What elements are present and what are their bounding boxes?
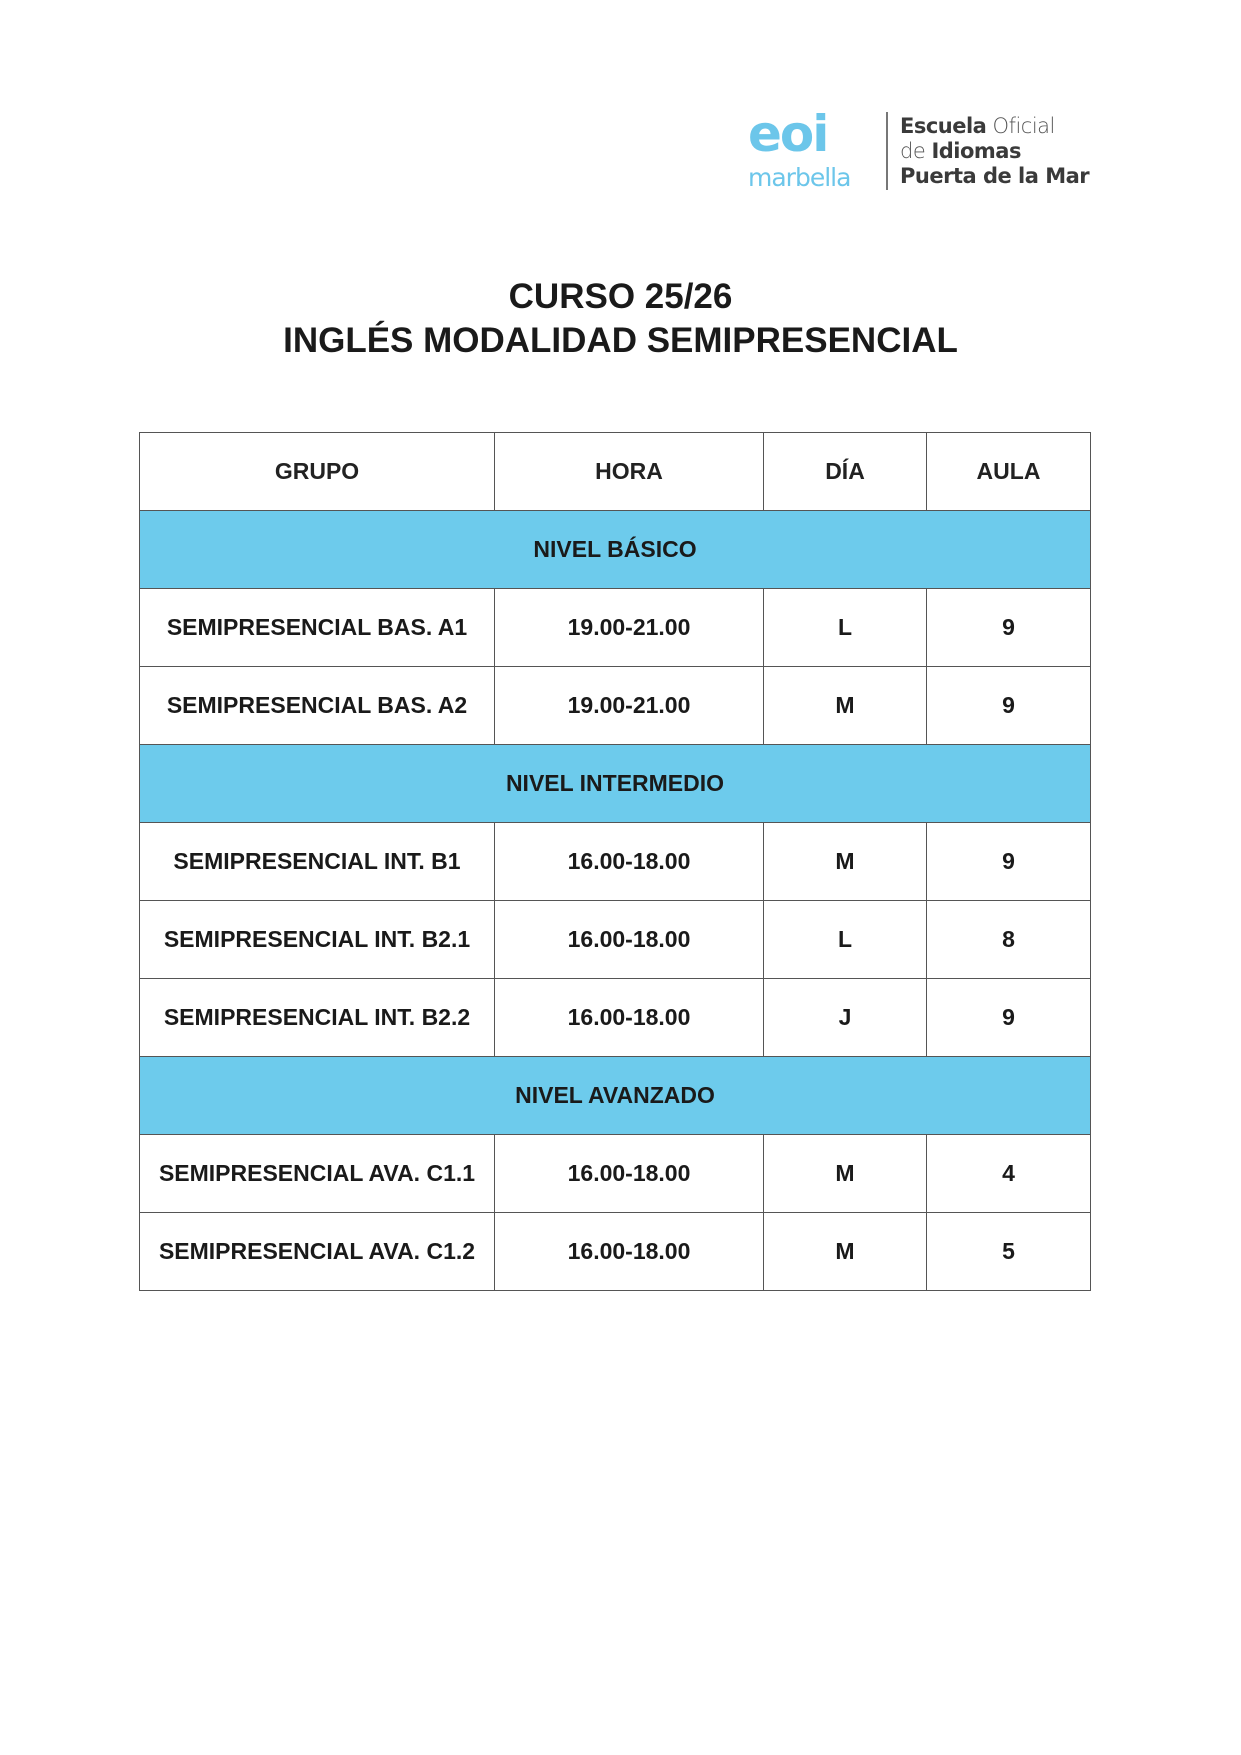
cell-aula: 9 xyxy=(926,822,1091,901)
cell-aula: 9 xyxy=(926,588,1091,667)
table-row: SEMIPRESENCIAL INT. B2.1 16.00-18.00 L 8 xyxy=(139,900,1091,979)
section-label: NIVEL BÁSICO xyxy=(139,510,1091,589)
cell-hora: 16.00-18.00 xyxy=(494,978,764,1057)
cell-hora: 19.00-21.00 xyxy=(494,588,764,667)
title-line-2: INGLÉS MODALIDAD SEMIPRESENCIAL xyxy=(283,321,958,360)
logo-mark: eoi xyxy=(748,108,828,160)
cell-aula: 9 xyxy=(926,666,1091,745)
header-grupo: GRUPO xyxy=(139,432,495,511)
cell-grupo: SEMIPRESENCIAL INT. B1 xyxy=(139,822,495,901)
cell-hora: 16.00-18.00 xyxy=(494,1212,764,1291)
cell-grupo: SEMIPRESENCIAL AVA. C1.1 xyxy=(139,1134,495,1213)
section-label: NIVEL INTERMEDIO xyxy=(139,744,1091,823)
school-logo: eoi marbella Escuela Oficial de Idiomas … xyxy=(748,108,1098,196)
table-row: SEMIPRESENCIAL AVA. C1.2 16.00-18.00 M 5 xyxy=(139,1212,1091,1291)
cell-dia: J xyxy=(763,978,927,1057)
title-line-1: CURSO 25/26 xyxy=(508,277,733,316)
logo-text-line-1: Escuela Oficial xyxy=(900,114,1055,138)
header-row: GRUPO HORA DÍA AULA xyxy=(139,432,1091,511)
header-dia: DÍA xyxy=(763,432,927,511)
schedule-table: GRUPO HORA DÍA AULA NIVEL BÁSICO SEMIPRES… xyxy=(139,432,1091,1291)
cell-grupo: SEMIPRESENCIAL BAS. A1 xyxy=(139,588,495,667)
cell-dia: M xyxy=(763,822,927,901)
cell-dia: L xyxy=(763,588,927,667)
logo-text-line-3: Puerta de la Mar xyxy=(900,164,1090,188)
cell-hora: 19.00-21.00 xyxy=(494,666,764,745)
section-label: NIVEL AVANZADO xyxy=(139,1056,1091,1135)
table-row: SEMIPRESENCIAL INT. B1 16.00-18.00 M 9 xyxy=(139,822,1091,901)
cell-dia: L xyxy=(763,900,927,979)
cell-dia: M xyxy=(763,1212,927,1291)
cell-hora: 16.00-18.00 xyxy=(494,822,764,901)
section-row: NIVEL AVANZADO xyxy=(139,1056,1091,1135)
cell-grupo: SEMIPRESENCIAL INT. B2.2 xyxy=(139,978,495,1057)
logo-divider xyxy=(886,112,888,190)
cell-aula: 4 xyxy=(926,1134,1091,1213)
page-title: CURSO 25/26 INGLÉS MODALIDAD SEMIPRESENC… xyxy=(0,275,1241,363)
table-row: SEMIPRESENCIAL BAS. A2 19.00-21.00 M 9 xyxy=(139,666,1091,745)
logo-subtitle: marbella xyxy=(748,163,851,192)
cell-grupo: SEMIPRESENCIAL INT. B2.1 xyxy=(139,900,495,979)
cell-grupo: SEMIPRESENCIAL AVA. C1.2 xyxy=(139,1212,495,1291)
section-row: NIVEL BÁSICO xyxy=(139,510,1091,589)
table-row: SEMIPRESENCIAL INT. B2.2 16.00-18.00 J 9 xyxy=(139,978,1091,1057)
cell-dia: M xyxy=(763,1134,927,1213)
cell-grupo: SEMIPRESENCIAL BAS. A2 xyxy=(139,666,495,745)
cell-hora: 16.00-18.00 xyxy=(494,1134,764,1213)
cell-dia: M xyxy=(763,666,927,745)
logo-text-line-2: de Idiomas xyxy=(900,139,1021,163)
header-aula: AULA xyxy=(926,432,1091,511)
table-row: SEMIPRESENCIAL AVA. C1.1 16.00-18.00 M 4 xyxy=(139,1134,1091,1213)
header-hora: HORA xyxy=(494,432,764,511)
table-row: SEMIPRESENCIAL BAS. A1 19.00-21.00 L 9 xyxy=(139,588,1091,667)
cell-hora: 16.00-18.00 xyxy=(494,900,764,979)
logo-text: Escuela Oficial de Idiomas Puerta de la … xyxy=(900,114,1090,189)
cell-aula: 5 xyxy=(926,1212,1091,1291)
cell-aula: 8 xyxy=(926,900,1091,979)
cell-aula: 9 xyxy=(926,978,1091,1057)
section-row: NIVEL INTERMEDIO xyxy=(139,744,1091,823)
